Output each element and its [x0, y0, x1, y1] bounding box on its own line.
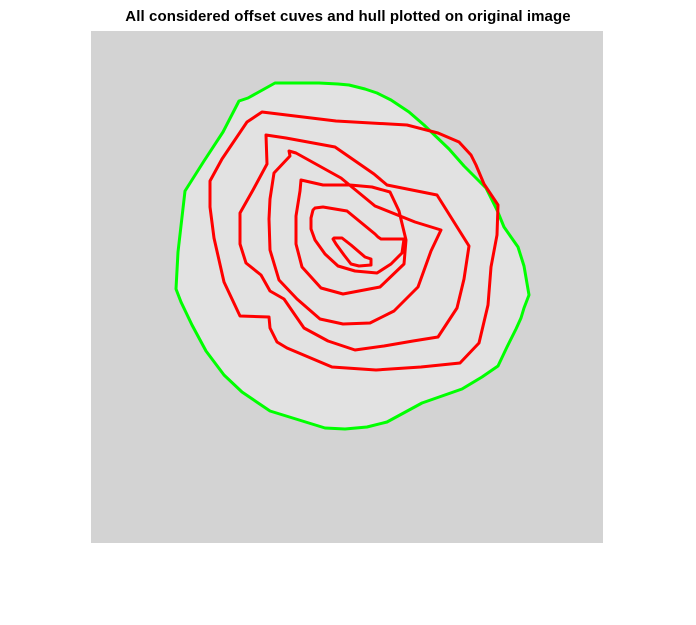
- chart-title: All considered offset cuves and hull plo…: [125, 8, 571, 25]
- curves-layer: [174, 81, 531, 431]
- offset-curve-1: [208, 110, 500, 372]
- offset-curve-4: [294, 178, 408, 296]
- offset-curve-3: [267, 149, 443, 326]
- hull-curve: [174, 81, 531, 431]
- offset-curve-2: [238, 133, 471, 352]
- offset-curve-5: [309, 205, 406, 275]
- offset-curve-6: [331, 236, 373, 268]
